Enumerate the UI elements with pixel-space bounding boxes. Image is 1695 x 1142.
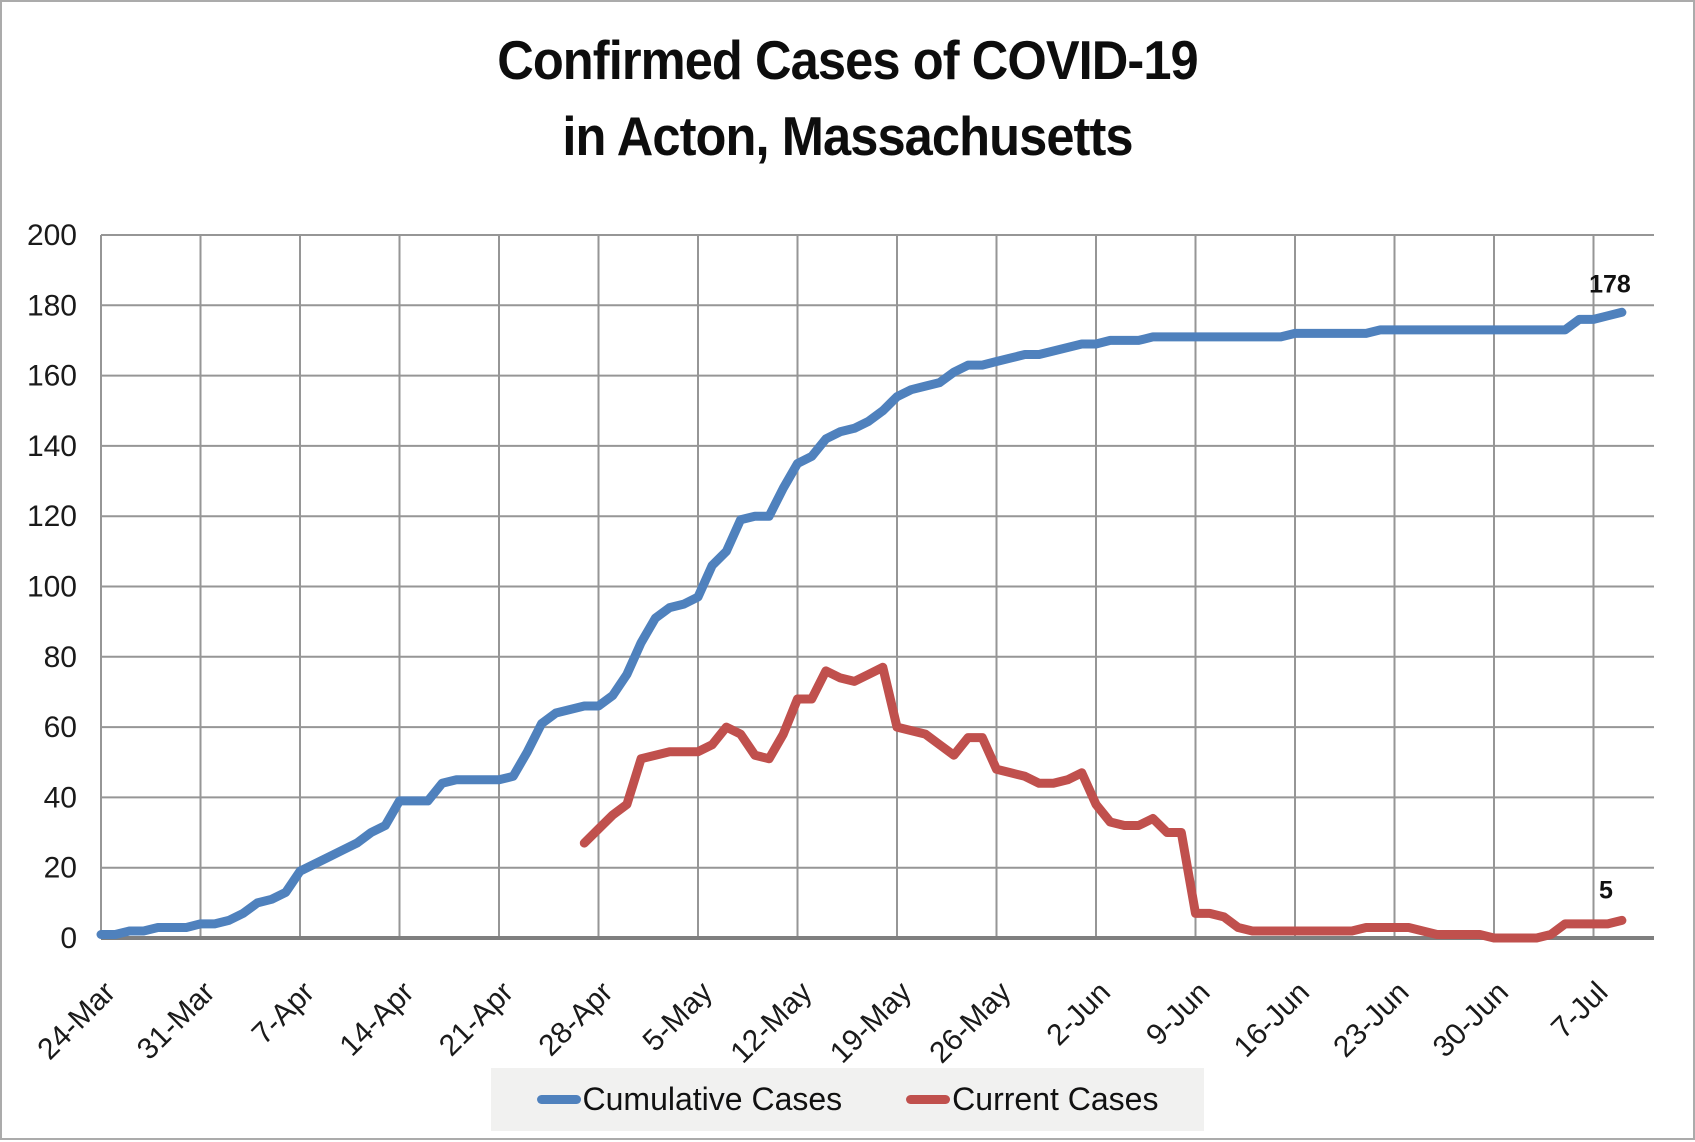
x-axis-tick-label: 19-May	[824, 976, 918, 1070]
x-axis-tick-label: 7-Apr	[246, 976, 321, 1051]
y-axis-tick-label: 120	[27, 500, 77, 533]
cumulative-cases-line	[96, 307, 1627, 939]
y-axis-tick-label: 180	[27, 289, 77, 322]
y-axis-tick-label: 60	[44, 711, 77, 744]
current-cases-line	[579, 662, 1627, 943]
chart-title-line2: in Acton, Massachusetts	[562, 105, 1133, 167]
x-axis-tick-label: 9-Jun	[1140, 976, 1216, 1052]
chart-title-line1: Confirmed Cases of COVID-19	[497, 29, 1199, 91]
legend: Cumulative Cases Current Cases	[490, 1068, 1205, 1131]
legend-label-cumulative: Cumulative Cases	[582, 1081, 843, 1117]
x-axis-tick-label: 21-Apr	[433, 976, 520, 1063]
y-axis-tick-label: 200	[27, 219, 77, 252]
x-axis-tick-label: 12-May	[724, 976, 818, 1070]
y-axis-tick-label: 40	[44, 781, 77, 814]
x-axis-tick-label: 31-Mar	[131, 976, 222, 1067]
chart-title: Confirmed Cases of COVID-19 in Acton, Ma…	[70, 22, 1626, 174]
y-axis-tick-label: 80	[44, 641, 77, 674]
x-axis-tick-label: 14-Apr	[333, 976, 420, 1063]
x-axis-tick-label: 2-Jun	[1041, 976, 1117, 1052]
x-axis-tick-label: 16-Jun	[1228, 976, 1316, 1064]
x-axis-tick-label: 30-Jun	[1427, 976, 1515, 1064]
cumulative-series-swatch	[536, 1095, 581, 1104]
legend-item-cumulative: Cumulative Cases	[536, 1081, 843, 1118]
x-axis-tick-label: 26-May	[923, 976, 1017, 1070]
x-axis-tick-label: 23-Jun	[1327, 976, 1415, 1064]
legend-label-current: Current Cases	[952, 1081, 1159, 1117]
x-axis-tick-label: 7-Jul	[1545, 976, 1614, 1045]
current-series-swatch	[906, 1095, 951, 1104]
x-axis-tick-label: 24-Mar	[31, 976, 122, 1067]
y-axis-tick-label: 20	[44, 852, 77, 885]
current-end-value-label: 5	[1599, 876, 1613, 904]
y-axis-tick-label: 0	[60, 922, 77, 955]
y-axis-tick-label: 140	[27, 430, 77, 463]
y-axis-tick-label: 160	[27, 360, 77, 393]
cumulative-end-value-label: 178	[1589, 270, 1631, 298]
x-axis-tick-label: 28-Apr	[532, 976, 619, 1063]
y-axis-tick-label: 100	[27, 571, 77, 604]
x-axis-tick-label: 5-May	[637, 976, 719, 1058]
legend-item-current: Current Cases	[906, 1081, 1158, 1118]
